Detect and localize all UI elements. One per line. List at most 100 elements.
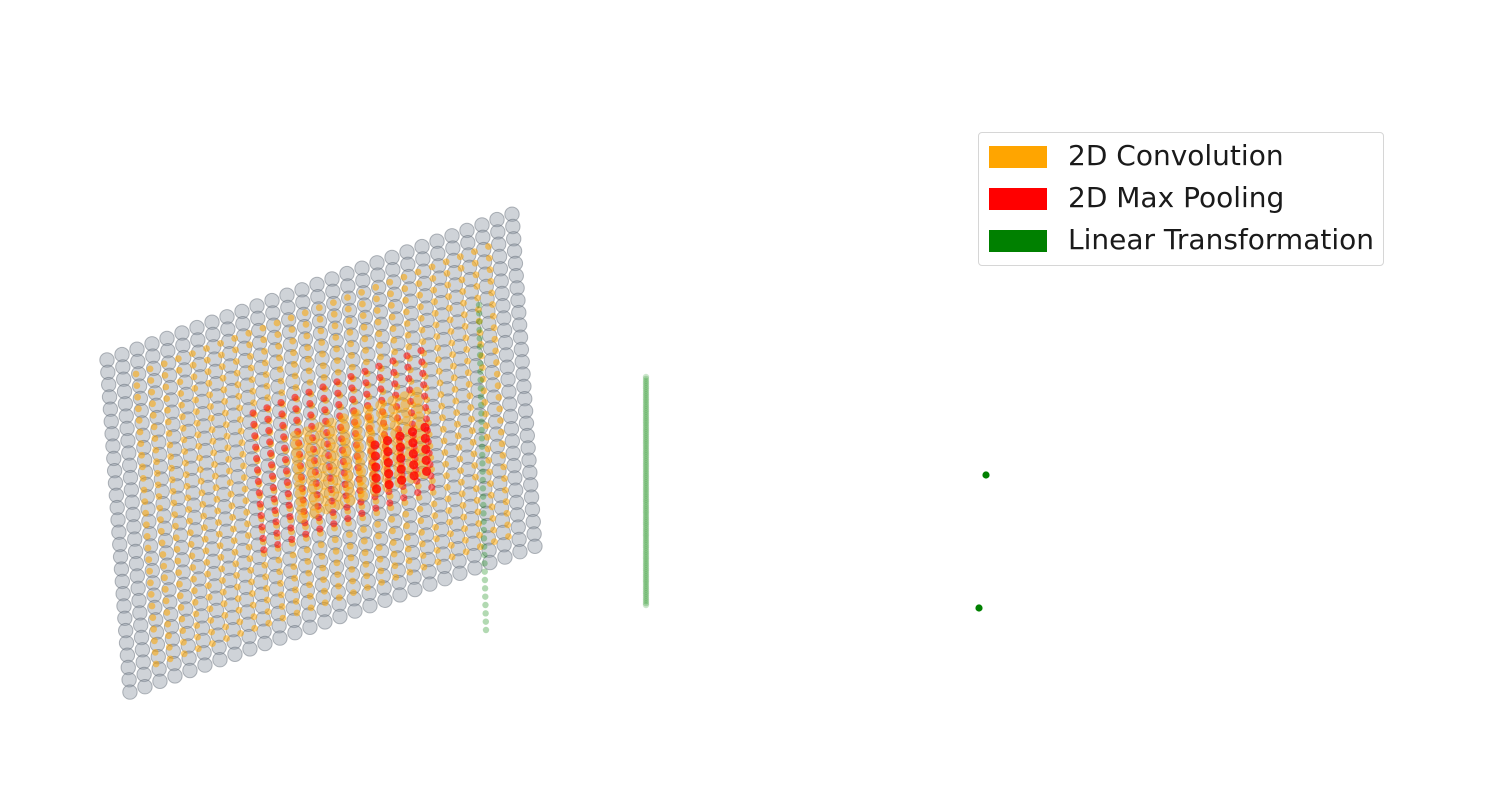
convolution-neuron (476, 531, 483, 539)
convolution-neuron (430, 500, 438, 508)
convolution-neuron (184, 494, 192, 502)
convolution-neuron (505, 533, 512, 540)
inner-max-pooling-neuron (420, 422, 430, 432)
convolution-neuron (428, 263, 436, 271)
convolution-neuron (263, 382, 271, 390)
input-neuron (160, 343, 176, 359)
linear-2-neuron (642, 486, 650, 494)
input-neuron (325, 283, 341, 299)
max-pooling-neuron (251, 432, 259, 440)
convolution-neuron (163, 395, 171, 402)
input-neuron (510, 519, 526, 535)
linear-2-neuron (642, 519, 650, 526)
linear-2-neuron (642, 392, 650, 400)
linear-2-neuron (642, 391, 650, 398)
inner-max-pooling-neuron (371, 473, 381, 483)
convolution-neuron (193, 419, 201, 427)
convolution-neuron (448, 553, 456, 561)
max-pooling-neuron (375, 362, 383, 370)
input-neuron (422, 576, 438, 592)
max-pooling-neuron (310, 457, 318, 465)
linear-2-neuron (642, 559, 650, 567)
input-neuron (120, 433, 136, 449)
input-neuron (152, 673, 168, 689)
convolution-neuron (451, 386, 459, 393)
input-neuron (294, 282, 310, 298)
max-pooling-neuron (386, 499, 394, 507)
max-pooling-neuron (365, 424, 374, 432)
convolution-neuron (231, 548, 239, 556)
convolution-neuron (157, 516, 164, 524)
convolution-neuron (194, 645, 202, 653)
convolution-neuron (487, 277, 495, 285)
convolution-neuron (375, 330, 383, 338)
convolution-neuron (417, 303, 424, 311)
inner-convolution-neuron (289, 430, 301, 442)
linear-2-neuron (642, 373, 650, 381)
linear-2-neuron (642, 506, 650, 513)
convolution-neuron (147, 377, 155, 384)
convolution-neuron (346, 531, 353, 538)
inner-convolution-neuron (295, 496, 306, 507)
inner-convolution-neuron (330, 466, 341, 478)
convolution-neuron (243, 508, 251, 516)
max-pooling-neuron (371, 493, 379, 501)
convolution-neuron (211, 461, 218, 468)
inner-max-pooling-neuron (370, 451, 380, 461)
linear-2-neuron (642, 429, 650, 436)
input-neuron (265, 305, 281, 321)
linear-2-neuron (642, 452, 650, 459)
max-pooling-neuron (405, 375, 413, 383)
inner-max-pooling-neuron (408, 449, 418, 459)
convolution-neuron (450, 374, 458, 382)
max-pooling-neuron (378, 396, 386, 404)
linear-1-neuron (482, 593, 489, 600)
convolution-neuron (434, 558, 442, 566)
convolution-neuron (475, 306, 482, 313)
inner-convolution-neuron (320, 495, 331, 507)
convolution-neuron (485, 457, 493, 464)
linear-1-neuron (480, 518, 487, 525)
convolution-neuron (391, 348, 398, 356)
convolution-neuron (207, 414, 215, 422)
input-neuron (174, 325, 190, 341)
convolution-neuron (180, 650, 188, 658)
max-pooling-neuron (278, 410, 286, 418)
convolution-neuron (176, 378, 184, 386)
inner-convolution-neuron (388, 412, 400, 423)
max-pooling-neuron (309, 434, 317, 442)
convolution-neuron (136, 428, 144, 436)
inner-convolution-neuron (353, 441, 364, 452)
input-neuron (127, 531, 143, 547)
max-pooling-neuron (296, 462, 304, 470)
linear-1-neuron (478, 435, 486, 442)
linear-2-neuron (642, 502, 650, 509)
inner-max-pooling-neuron (384, 480, 394, 490)
convolution-neuron (262, 573, 269, 581)
convolution-neuron (182, 471, 190, 479)
convolution-neuron (290, 349, 297, 357)
max-pooling-neuron (406, 386, 414, 394)
convolution-neuron (490, 526, 497, 534)
convolution-neuron (292, 598, 300, 605)
convolution-neuron (346, 542, 354, 550)
convolution-neuron (244, 520, 251, 528)
convolution-neuron (442, 460, 450, 468)
convolution-neuron (465, 380, 473, 388)
convolution-neuron (305, 355, 312, 363)
convolution-neuron (180, 638, 187, 646)
convolution-neuron (446, 304, 453, 312)
max-pooling-neuron (273, 529, 281, 537)
linear-1-neuron (482, 626, 490, 634)
inner-convolution-neuron (340, 429, 351, 440)
convolution-neuron (190, 575, 197, 583)
input-neuron (399, 244, 415, 260)
convolution-neuron (240, 474, 248, 481)
convolution-neuron (276, 568, 284, 576)
max-pooling-neuron (417, 347, 425, 355)
convolution-neuron (457, 467, 464, 474)
inner-convolution-neuron (340, 437, 352, 449)
convolution-neuron (447, 530, 454, 538)
convolution-neuron (223, 432, 231, 440)
